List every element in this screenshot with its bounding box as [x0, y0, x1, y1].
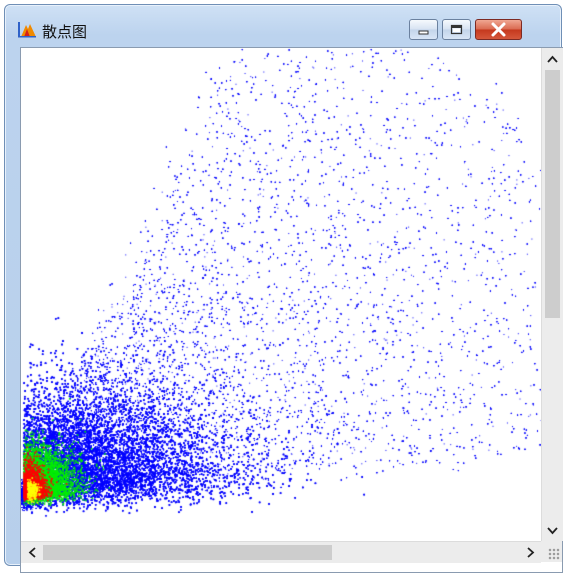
- client-area: [20, 47, 563, 573]
- vertical-scroll-thumb[interactable]: [545, 70, 560, 318]
- resize-grip-icon: [548, 548, 560, 560]
- scroll-up-button[interactable]: [542, 48, 563, 69]
- vertical-scrollbar[interactable]: [541, 48, 563, 541]
- app-chart-icon: [18, 22, 36, 38]
- scroll-down-button[interactable]: [542, 520, 563, 541]
- scatter-window: 散点图: [4, 4, 563, 573]
- window-title: 散点图: [42, 23, 88, 41]
- close-button[interactable]: [475, 19, 522, 40]
- chevron-up-icon: [547, 55, 558, 63]
- resize-corner[interactable]: [541, 541, 562, 562]
- chevron-down-icon: [547, 526, 558, 534]
- horizontal-scroll-thumb[interactable]: [43, 545, 332, 560]
- density-scatter-canvas: [21, 48, 541, 541]
- minimize-button[interactable]: [409, 19, 438, 40]
- minimize-icon: [418, 30, 429, 35]
- chevron-right-icon: [526, 547, 534, 558]
- chevron-left-icon: [28, 547, 36, 558]
- scroll-left-button[interactable]: [21, 542, 42, 563]
- maximize-icon: [450, 24, 463, 35]
- title-bar[interactable]: 散点图: [5, 5, 561, 47]
- scroll-right-button[interactable]: [520, 542, 541, 563]
- scatter-plot-area[interactable]: [21, 48, 541, 541]
- horizontal-scrollbar[interactable]: [21, 541, 541, 563]
- close-icon: [491, 22, 506, 37]
- maximize-button[interactable]: [442, 19, 471, 40]
